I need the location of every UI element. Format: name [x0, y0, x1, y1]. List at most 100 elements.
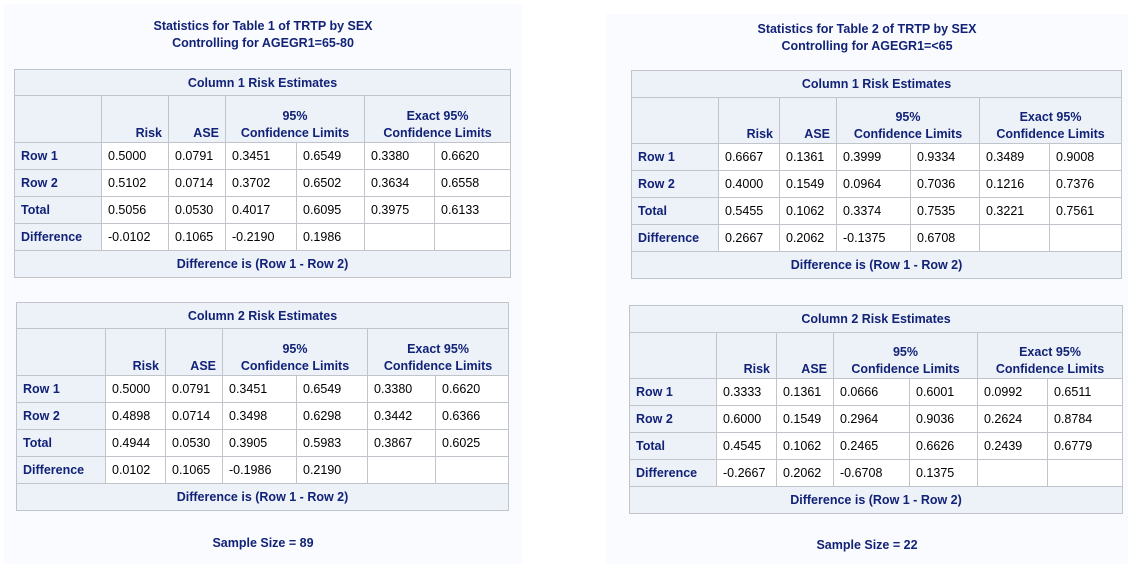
table-caption: Column 2 Risk Estimates: [628, 305, 1124, 333]
exact-upper-value: 0.9008: [1048, 143, 1123, 171]
ase-value: 0.2062: [779, 224, 837, 252]
risk-value: 0.4545: [716, 432, 777, 460]
risk-value: 0.6667: [718, 143, 780, 171]
risk-value: 0.5056: [101, 196, 169, 224]
risk-value: 0.6000: [716, 405, 777, 433]
risk-value: 0.3333: [716, 378, 777, 406]
cl-lower-value: -0.1986: [222, 456, 297, 484]
exact-lower-value: 0.3442: [367, 402, 436, 430]
ase-value: 0.0791: [168, 142, 226, 170]
exact-upper-value: 0.6779: [1046, 432, 1124, 460]
table-footnote: Difference is (Row 1 - Row 2): [628, 486, 1124, 514]
cl-upper-value: 0.1375: [909, 459, 978, 487]
exact-lower-value: 0.3489: [979, 143, 1050, 171]
exact-upper-value: [1046, 459, 1124, 487]
exact-upper-value: 0.6025: [434, 429, 510, 457]
header-confidence-limits: 95% Confidence Limits: [836, 97, 980, 144]
exact-lower-value: 0.1216: [979, 170, 1050, 198]
table-row: Total 0.5056 0.0530 0.4017 0.6095 0.3975…: [14, 196, 512, 224]
risk-value: 0.4898: [105, 402, 166, 430]
header-risk: Risk: [101, 95, 169, 143]
header-exact-confidence-limits: Exact 95% Confidence Limits: [363, 95, 512, 143]
exact-upper-value: 0.6511: [1046, 378, 1124, 406]
table-row: Total 0.5455 0.1062 0.3374 0.7535 0.3221…: [631, 197, 1123, 225]
cl-lower-value: 0.4017: [225, 196, 297, 224]
exact-lower-value: 0.3634: [364, 169, 435, 197]
cl-lower-value: 0.3451: [225, 142, 297, 170]
exact-upper-value: [433, 223, 512, 251]
table-footnote: Difference is (Row 1 - Row 2): [13, 250, 512, 278]
header-risk: Risk: [718, 97, 780, 144]
exact-upper-value: [434, 456, 510, 484]
ase-value: 0.1549: [776, 405, 834, 433]
cl-lower-value: 0.2465: [833, 432, 910, 460]
header-risk: Risk: [105, 328, 166, 376]
cl-upper-value: 0.6708: [910, 224, 980, 252]
ase-value: 0.0791: [165, 375, 223, 403]
table-row: Difference 0.2667 0.2062 -0.1375 0.6708: [631, 224, 1123, 252]
table-row: Row 1 0.5000 0.0791 0.3451 0.6549 0.3380…: [16, 375, 510, 403]
cl-upper-value: 0.6549: [296, 142, 365, 170]
cl-lower-value: 0.0666: [833, 378, 910, 406]
cl-lower-value: -0.6708: [833, 459, 910, 487]
sample-size: Sample Size = 22: [816, 538, 918, 552]
row-label: Total: [16, 429, 106, 457]
exact-upper-value: 0.6620: [433, 142, 512, 170]
ase-value: 0.0714: [165, 402, 223, 430]
table-row: Row 1 0.5000 0.0791 0.3451 0.6549 0.3380…: [14, 142, 512, 170]
exact-lower-value: [367, 456, 436, 484]
header-corner: [14, 95, 102, 143]
row-label: Total: [631, 197, 719, 225]
cl-upper-value: 0.6502: [296, 169, 365, 197]
row-label: Row 1: [631, 143, 719, 171]
ase-value: 0.2062: [776, 459, 834, 487]
cl-lower-value: 0.3999: [836, 143, 911, 171]
cl-lower-value: -0.2190: [225, 223, 297, 251]
header-confidence-limits: 95% Confidence Limits: [222, 328, 368, 376]
table-caption: Column 1 Risk Estimates: [13, 69, 512, 96]
header-confidence-limits: 95% Confidence Limits: [833, 332, 978, 379]
header-corner: [629, 332, 717, 379]
exact-upper-value: 0.7376: [1048, 170, 1123, 198]
exact-upper-value: 0.8784: [1046, 405, 1124, 433]
exact-lower-value: 0.3380: [364, 142, 435, 170]
risk-value: 0.4000: [718, 170, 780, 198]
header-confidence-limits: 95% Confidence Limits: [225, 95, 365, 143]
ase-value: 0.1361: [776, 378, 834, 406]
row-label: Row 1: [14, 142, 102, 170]
exact-lower-value: 0.2624: [977, 405, 1048, 433]
header-exact-confidence-limits: Exact 95% Confidence Limits: [366, 328, 510, 376]
panel-title: Statistics for Table 1 of TRTP by SEX Co…: [153, 19, 373, 50]
header-ase: ASE: [165, 328, 223, 376]
exact-lower-value: [364, 223, 435, 251]
table-caption: Column 1 Risk Estimates: [630, 70, 1123, 98]
ase-value: 0.0714: [168, 169, 226, 197]
table-row: Total 0.4944 0.0530 0.3905 0.5983 0.3867…: [16, 429, 510, 457]
exact-lower-value: 0.3380: [367, 375, 436, 403]
risk-table-column-1: Column 1 Risk Estimates Risk ASE 95% Conf…: [630, 70, 1123, 279]
ase-value: 0.1361: [779, 143, 837, 171]
cl-upper-value: 0.2190: [296, 456, 368, 484]
cl-lower-value: 0.3374: [836, 197, 911, 225]
exact-upper-value: [1048, 224, 1123, 252]
header-exact-confidence-limits: Exact 95% Confidence Limits: [976, 332, 1124, 379]
cl-lower-value: 0.0964: [836, 170, 911, 198]
row-label: Total: [14, 196, 102, 224]
table-row: Difference -0.0102 0.1065 -0.2190 0.1986: [14, 223, 512, 251]
risk-value: 0.5000: [101, 142, 169, 170]
risk-table-column-2: Column 2 Risk Estimates Risk ASE 95% Conf…: [15, 302, 510, 511]
risk-value: -0.2667: [716, 459, 777, 487]
cl-upper-value: 0.6549: [296, 375, 368, 403]
exact-upper-value: 0.7561: [1048, 197, 1123, 225]
risk-value: 0.4944: [105, 429, 166, 457]
table-row: Total 0.4545 0.1062 0.2465 0.6626 0.2439…: [629, 432, 1124, 460]
exact-lower-value: 0.3975: [364, 196, 435, 224]
row-label: Difference: [14, 223, 102, 251]
header-ase: ASE: [776, 332, 834, 379]
ase-value: 0.1062: [779, 197, 837, 225]
cl-lower-value: 0.3498: [222, 402, 297, 430]
table-caption: Column 2 Risk Estimates: [15, 302, 510, 329]
row-label: Row 2: [16, 402, 106, 430]
exact-lower-value: 0.3867: [367, 429, 436, 457]
header-corner: [631, 97, 719, 144]
